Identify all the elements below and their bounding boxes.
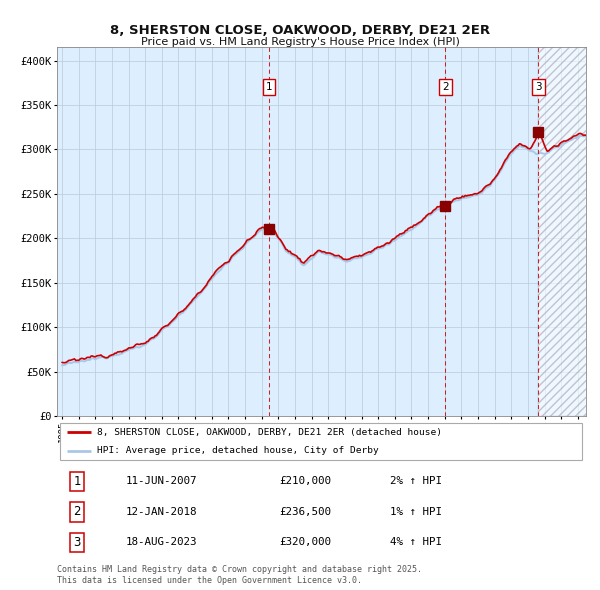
Text: 1% ↑ HPI: 1% ↑ HPI [391, 507, 442, 517]
Text: 2: 2 [442, 82, 449, 92]
Text: £210,000: £210,000 [279, 476, 331, 486]
Text: 2% ↑ HPI: 2% ↑ HPI [391, 476, 442, 486]
Text: 4% ↑ HPI: 4% ↑ HPI [391, 537, 442, 548]
Text: 12-JAN-2018: 12-JAN-2018 [126, 507, 197, 517]
Text: 2: 2 [73, 505, 81, 519]
Text: This data is licensed under the Open Government Licence v3.0.: This data is licensed under the Open Gov… [57, 576, 362, 585]
Text: 1: 1 [73, 475, 81, 488]
Text: £320,000: £320,000 [279, 537, 331, 548]
Text: 8, SHERSTON CLOSE, OAKWOOD, DERBY, DE21 2ER (detached house): 8, SHERSTON CLOSE, OAKWOOD, DERBY, DE21 … [97, 428, 442, 437]
Text: 3: 3 [73, 536, 81, 549]
Text: 1: 1 [266, 82, 272, 92]
Text: Contains HM Land Registry data © Crown copyright and database right 2025.: Contains HM Land Registry data © Crown c… [57, 565, 422, 574]
FancyBboxPatch shape [59, 423, 583, 460]
Text: 3: 3 [535, 82, 542, 92]
Text: HPI: Average price, detached house, City of Derby: HPI: Average price, detached house, City… [97, 446, 379, 455]
Text: Price paid vs. HM Land Registry's House Price Index (HPI): Price paid vs. HM Land Registry's House … [140, 37, 460, 47]
Bar [538, 47, 600, 416]
Text: 18-AUG-2023: 18-AUG-2023 [126, 537, 197, 548]
Text: 11-JUN-2007: 11-JUN-2007 [126, 476, 197, 486]
Text: £236,500: £236,500 [279, 507, 331, 517]
Text: 8, SHERSTON CLOSE, OAKWOOD, DERBY, DE21 2ER: 8, SHERSTON CLOSE, OAKWOOD, DERBY, DE21 … [110, 24, 490, 37]
